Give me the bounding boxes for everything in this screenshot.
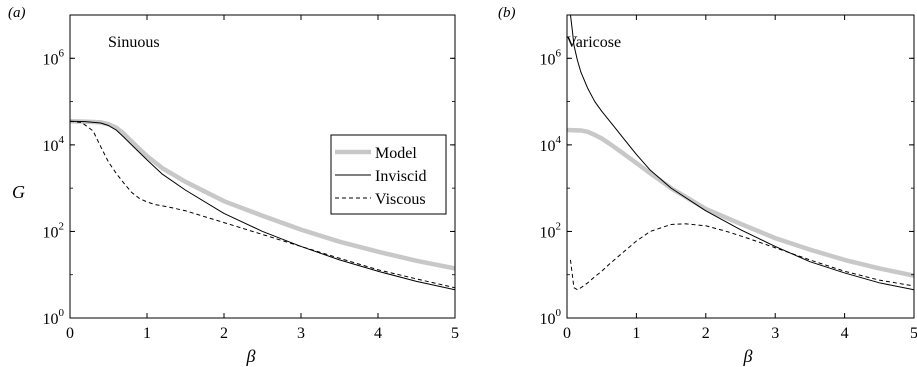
series-line-inviscid-b (569, 15, 914, 291)
panel-label-b: (b) (498, 5, 516, 21)
x-tick-label-b: 2 (702, 325, 710, 342)
x-tick-label-a: 4 (374, 325, 382, 342)
series-line-model-a (70, 119, 455, 271)
panel-label-a: (a) (8, 5, 26, 21)
x-tick-label-b: 1 (632, 325, 640, 342)
legend-label-model: Model (375, 145, 417, 162)
y-tick-label-a: 106 (43, 47, 65, 68)
plot-b: 0 1 2 3 4 5 100 102 104 106 Varicose β (540, 14, 917, 366)
series-group-a (70, 119, 455, 291)
series-line-model-b (567, 127, 914, 278)
chart-title-a: Sinuous (108, 34, 160, 51)
legend-label-viscous: Viscous (375, 191, 426, 208)
series-line-inviscid-a (70, 120, 455, 291)
ticks-group-a: 0 1 2 3 4 5 100 102 104 106 (43, 14, 459, 342)
x-tick-label-b: 5 (910, 325, 917, 342)
ticks-group-b: 0 1 2 3 4 5 100 102 104 106 (540, 14, 917, 342)
series-group-b (567, 15, 914, 291)
chart-panel-a: (a) 0 1 2 3 4 5 100 102 104 106 Sinuous G β Model… (8, 5, 459, 366)
x-axis-label-b: β (743, 346, 753, 366)
x-tick-label-a: 0 (66, 325, 74, 342)
x-tick-label-a: 5 (451, 325, 459, 342)
x-tick-label-b: 3 (771, 325, 779, 342)
plot-a: 0 1 2 3 4 5 100 102 104 106 Sinuous G β Model Inv… (12, 14, 459, 366)
y-tick-label-b: 104 (540, 134, 562, 155)
x-axis-label-a: β (246, 346, 256, 366)
x-tick-label-a: 3 (297, 325, 305, 342)
y-tick-label-b: 102 (540, 220, 562, 241)
x-tick-label-b: 0 (563, 325, 571, 342)
legend-label-inviscid: Inviscid (375, 168, 427, 185)
chart-title-b: Varicose (566, 34, 621, 51)
plot-frame-b (566, 14, 915, 319)
x-tick-label-b: 4 (841, 325, 849, 342)
y-tick-label-a: 102 (43, 220, 65, 241)
y-axis-label-a: G (12, 182, 25, 202)
series-line-viscous-b (569, 223, 914, 291)
x-tick-label-a: 1 (143, 325, 151, 342)
y-tick-label-b: 100 (540, 307, 562, 328)
chart-panel-b: (b) 0 1 2 3 4 5 100 102 104 106 Varicose β (498, 5, 917, 366)
series-line-viscous-a (70, 120, 455, 289)
y-tick-label-b: 106 (540, 47, 562, 68)
x-tick-label-a: 2 (220, 325, 228, 342)
legend: Model Inviscid Viscous (330, 134, 447, 215)
y-tick-label-a: 100 (43, 307, 65, 328)
plot-frame-a (69, 14, 456, 319)
y-tick-label-a: 104 (43, 134, 65, 155)
